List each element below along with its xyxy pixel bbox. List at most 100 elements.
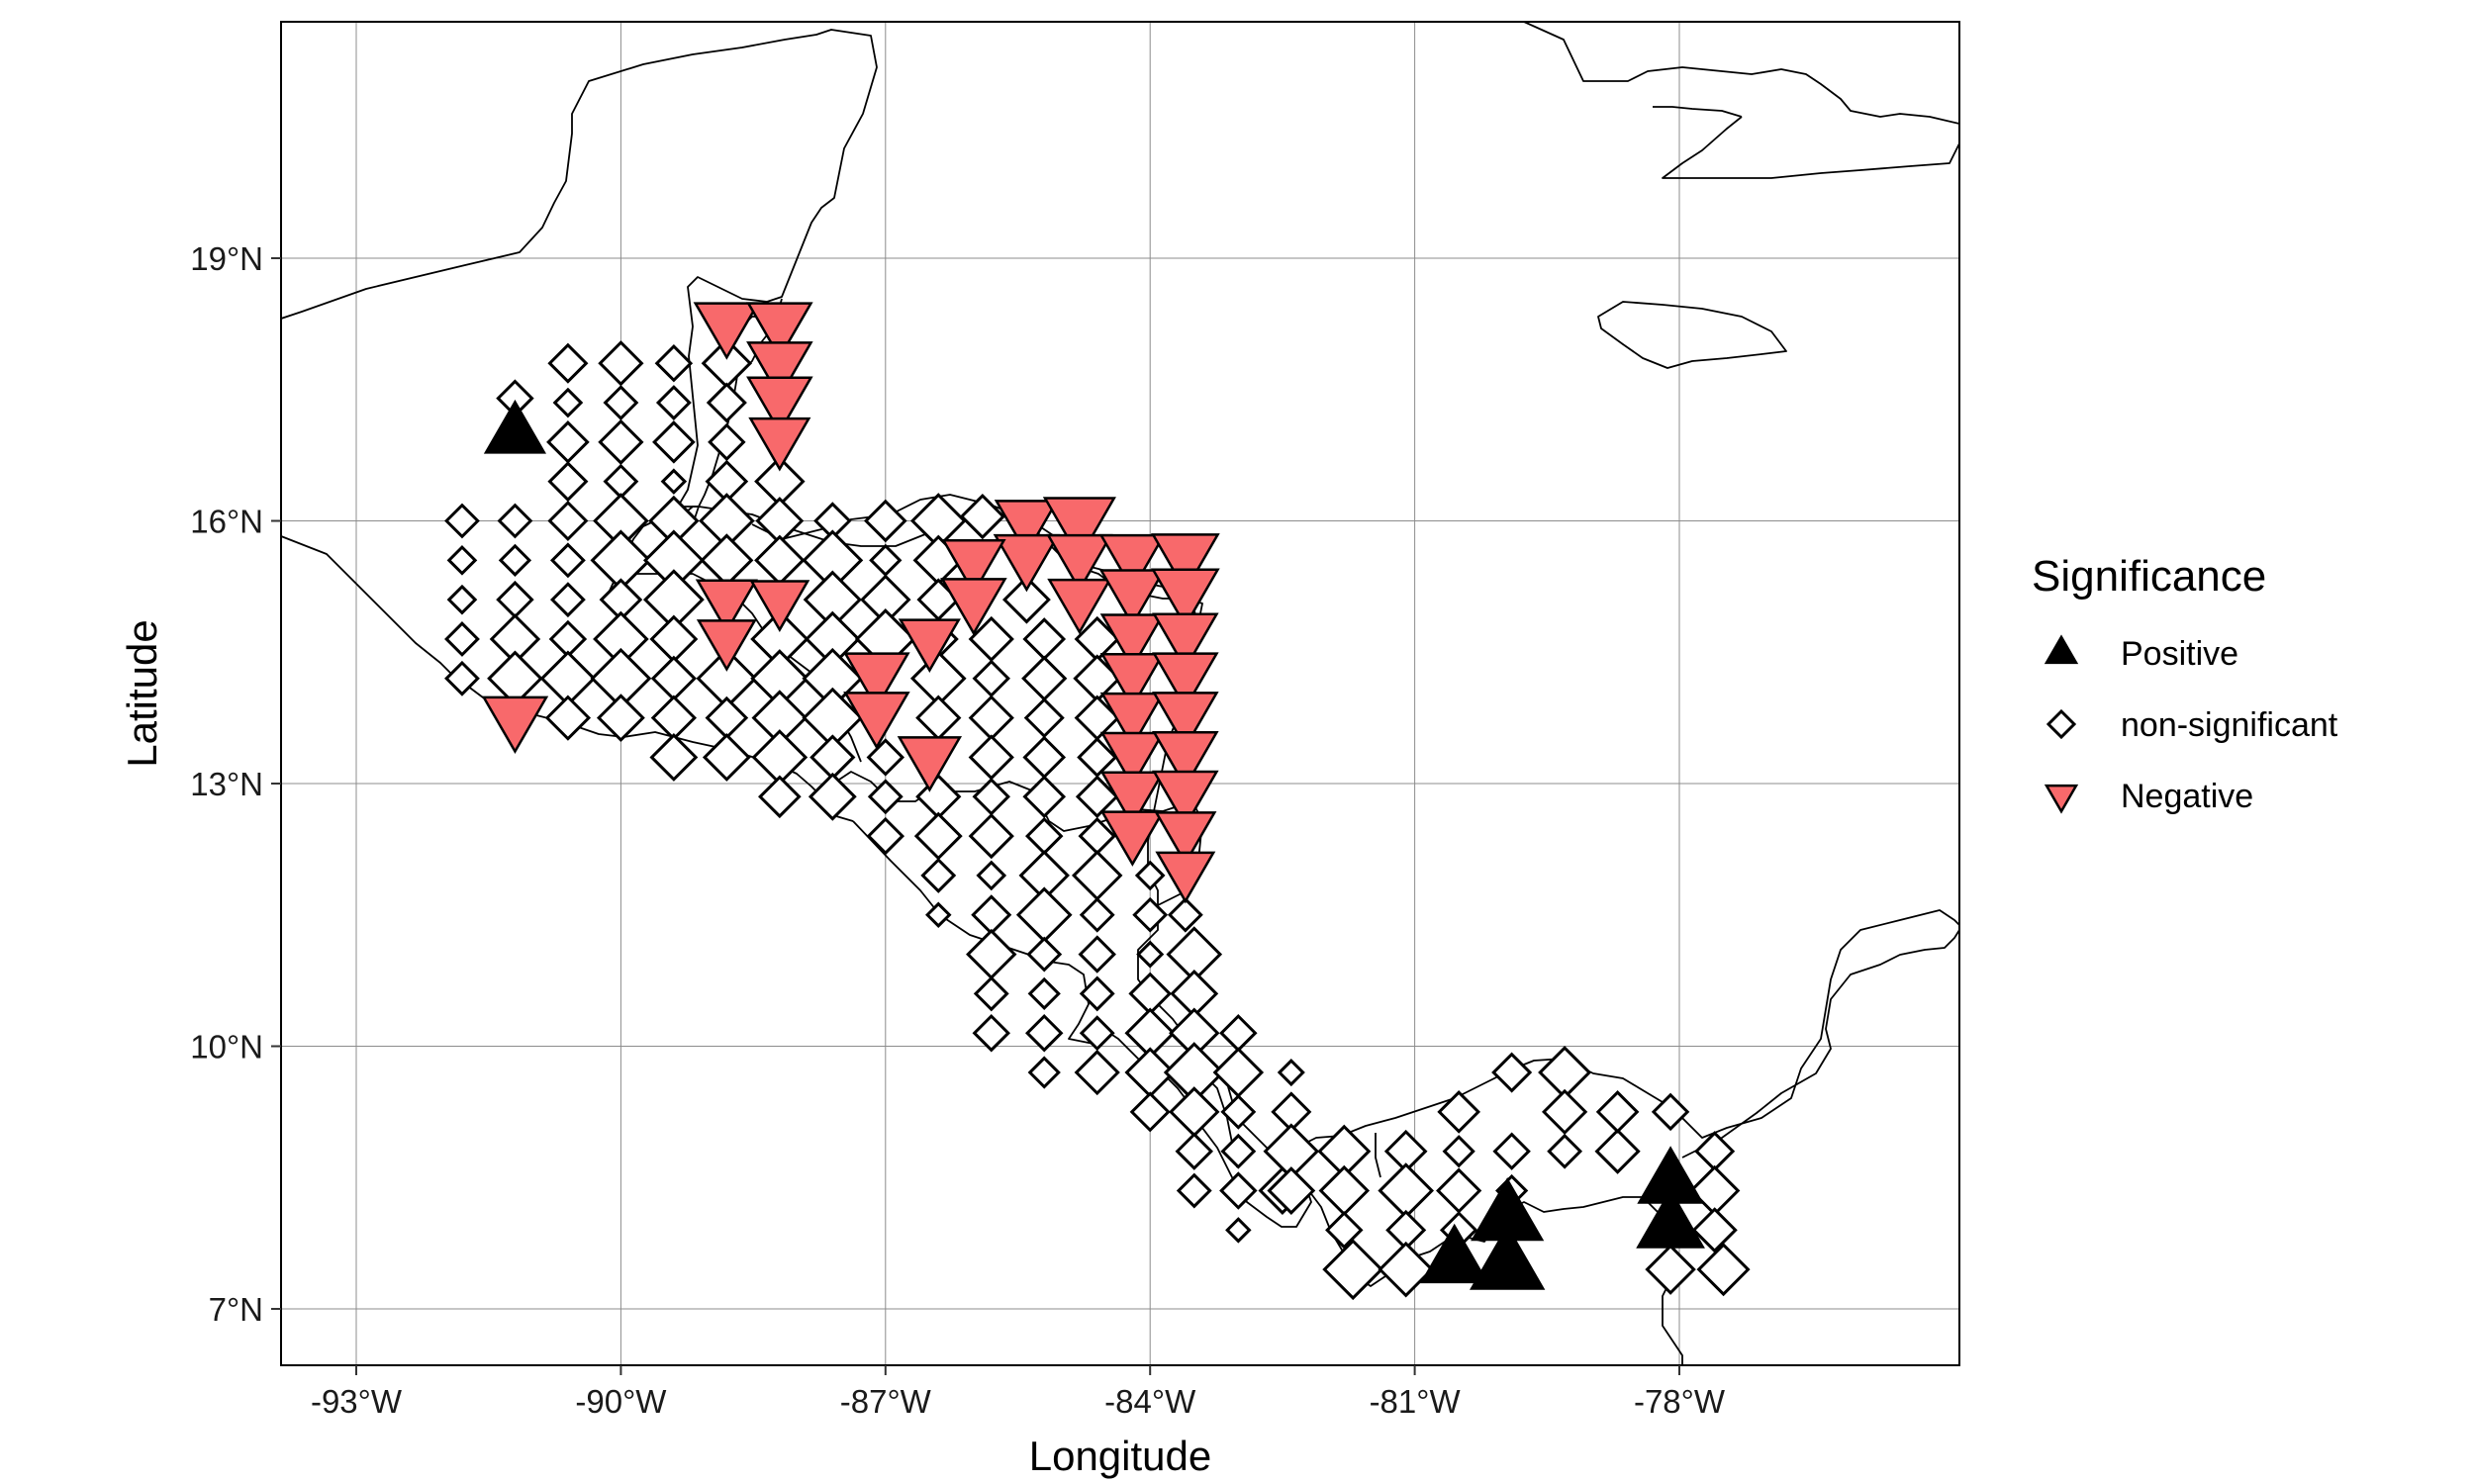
y-tick-label: 13°N <box>190 766 263 802</box>
x-axis: -93°W -90°W -87°W -84°W -81°W -78°W <box>311 1365 1726 1420</box>
coastline-cuba <box>1523 22 1959 125</box>
x-tick-label: -87°W <box>840 1383 932 1420</box>
data-point <box>1001 575 1051 624</box>
legend-label: Negative <box>2121 778 2253 815</box>
coastline-jamaica <box>1597 301 1787 369</box>
panel-border <box>280 21 1960 1366</box>
data-point <box>1152 770 1219 829</box>
data-point <box>746 341 813 400</box>
data-point <box>1225 1217 1252 1244</box>
data-point <box>843 692 910 750</box>
data-point <box>1027 976 1061 1011</box>
coastline-colombia <box>1681 929 1959 1159</box>
data-point <box>1079 1015 1115 1052</box>
data-point <box>968 812 1014 860</box>
data-point <box>972 1014 1010 1053</box>
data-point <box>1150 533 1220 594</box>
data-point <box>655 385 692 420</box>
data-point <box>1651 1092 1690 1132</box>
data-point <box>941 539 1006 596</box>
data-point <box>1152 652 1219 710</box>
data-point <box>1154 811 1217 866</box>
data-point <box>549 542 586 579</box>
data-point <box>654 343 694 383</box>
data-point <box>843 652 910 710</box>
data-point <box>702 733 751 782</box>
data-point <box>749 580 810 633</box>
series-positive <box>483 399 1705 1290</box>
data-point <box>1078 935 1116 974</box>
data-point <box>1471 1177 1545 1242</box>
data-point <box>1136 940 1165 969</box>
y-axis-title: Latitude <box>119 619 165 767</box>
x-tick-label: -90°W <box>575 1383 667 1420</box>
data-point <box>1129 1091 1171 1133</box>
data-point <box>973 975 1009 1012</box>
data-point <box>1167 896 1203 933</box>
data-point <box>1220 1133 1257 1169</box>
x-tick-label: -78°W <box>1634 1383 1726 1420</box>
data-point <box>1492 1132 1531 1170</box>
data-point <box>1595 1090 1640 1134</box>
data-point <box>1046 533 1113 593</box>
data-point <box>444 503 480 539</box>
data-point <box>1022 775 1067 819</box>
data-point <box>1099 810 1166 867</box>
data-point <box>547 461 589 503</box>
data-point <box>603 385 639 420</box>
data-point <box>1042 497 1116 561</box>
data-point <box>746 376 813 435</box>
data-point <box>1099 692 1166 749</box>
data-point <box>748 417 811 472</box>
y-tick-label: 7°N <box>209 1291 263 1328</box>
data-point <box>549 582 586 618</box>
data-point <box>1098 533 1167 593</box>
data-point <box>866 816 905 856</box>
series-negative <box>481 302 1220 904</box>
data-point <box>547 342 589 384</box>
data-point <box>1491 1052 1533 1093</box>
data-point <box>1152 692 1219 750</box>
y-tick-label: 10°N <box>190 1029 263 1066</box>
data-point <box>481 696 549 755</box>
data-point <box>920 858 957 893</box>
data-point <box>1099 613 1166 670</box>
data-point <box>444 660 480 696</box>
y-axis: 7°N 10°N 13°N 16°N 19°N <box>190 240 281 1328</box>
data-point <box>706 382 747 423</box>
data-point <box>498 543 532 577</box>
data-point <box>446 545 478 576</box>
data-point <box>1134 860 1166 891</box>
legend-key-positive <box>2044 634 2079 665</box>
data-point <box>1325 1211 1364 1250</box>
x-axis-title: Longitude <box>1029 1433 1212 1479</box>
data-point <box>1442 1135 1475 1168</box>
data-point <box>1155 851 1216 904</box>
y-tick-label: 16°N <box>190 504 263 540</box>
data-point <box>746 302 813 360</box>
data-point <box>1219 1171 1258 1210</box>
data-point <box>1026 936 1063 973</box>
data-point <box>649 733 699 782</box>
data-point <box>898 618 961 674</box>
data-point <box>1099 653 1166 709</box>
coastline-cuba-east <box>1653 106 1743 118</box>
data-point <box>1176 1172 1212 1209</box>
data-point <box>483 399 547 454</box>
x-tick-label: -84°W <box>1104 1383 1196 1420</box>
data-point <box>497 503 533 539</box>
legend-title: Significance <box>2032 552 2266 601</box>
data-point <box>1696 1243 1751 1297</box>
data-point <box>708 422 746 462</box>
y-tick-label: 19°N <box>190 240 263 277</box>
coastline-yucatan <box>281 29 878 320</box>
data-point <box>1542 1088 1588 1136</box>
data-point <box>1025 1014 1064 1053</box>
coastline-pacific-north <box>281 535 854 822</box>
data-point <box>1074 1049 1120 1096</box>
data-point <box>1594 1128 1641 1174</box>
legend-label: non-significant <box>2121 706 2338 744</box>
data-point <box>1132 896 1169 933</box>
data-point <box>444 621 480 657</box>
